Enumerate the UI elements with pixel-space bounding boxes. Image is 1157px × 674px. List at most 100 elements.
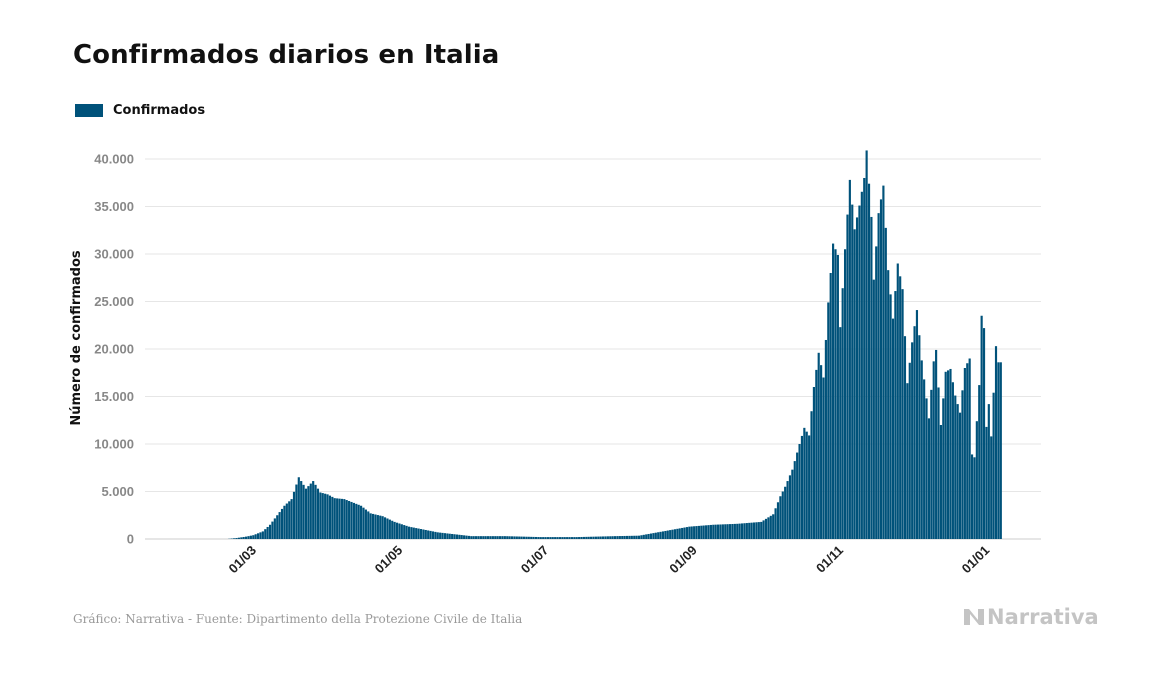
- bar: [321, 493, 324, 539]
- bar: [915, 310, 919, 539]
- bar: [664, 530, 667, 539]
- bar: [901, 289, 904, 539]
- bar: [855, 217, 859, 539]
- bar: [302, 484, 305, 539]
- bar: [463, 535, 466, 539]
- bar: [652, 533, 655, 539]
- bar: [467, 535, 470, 539]
- bar: [872, 279, 875, 539]
- bar: [551, 537, 554, 539]
- bar: [439, 532, 442, 539]
- bar: [276, 515, 279, 539]
- bar: [875, 246, 878, 539]
- y-tick-label: 40.000: [94, 152, 134, 167]
- bar: [422, 529, 425, 539]
- bar: [268, 524, 272, 539]
- logo-text: Narrativa: [987, 605, 1099, 629]
- bar: [534, 536, 538, 539]
- bar: [647, 533, 650, 539]
- bar: [348, 501, 351, 539]
- bar: [475, 536, 478, 539]
- bar: [728, 524, 732, 539]
- bar: [606, 536, 609, 539]
- bar: [448, 533, 451, 539]
- bar: [242, 536, 245, 539]
- bar: [345, 500, 348, 539]
- bar: [803, 427, 806, 539]
- legend-swatch: [75, 104, 103, 117]
- y-tick-label: 20.000: [94, 342, 134, 357]
- bar: [316, 488, 320, 539]
- bar: [987, 404, 990, 539]
- bar: [256, 533, 260, 539]
- bar: [233, 538, 236, 539]
- bar: [484, 536, 487, 539]
- bar: [613, 536, 617, 539]
- bar: [556, 537, 559, 539]
- bar: [451, 533, 454, 539]
- bar: [681, 527, 684, 539]
- bar: [848, 179, 851, 539]
- bar: [498, 536, 502, 539]
- bar: [515, 536, 518, 539]
- bar: [429, 530, 432, 539]
- bar: [717, 524, 720, 539]
- bar: [970, 454, 974, 539]
- bar: [587, 536, 590, 539]
- bar: [520, 536, 523, 539]
- bar: [350, 501, 353, 539]
- bar: [966, 363, 969, 539]
- bar: [494, 536, 497, 539]
- bar: [817, 352, 820, 539]
- bar: [949, 368, 952, 539]
- bar: [975, 421, 978, 539]
- bar: [899, 276, 902, 539]
- bar: [597, 536, 600, 539]
- bar: [973, 457, 976, 539]
- bar: [683, 527, 686, 539]
- bar: [470, 536, 473, 539]
- bar: [637, 535, 641, 539]
- y-axis-ticks: 0 5.000 10.000 15.000 20.000 25.000 30.000 35.0…: [94, 152, 134, 547]
- bar: [419, 529, 423, 539]
- bar: [599, 536, 602, 539]
- bar: [657, 532, 660, 539]
- bar: [793, 461, 796, 539]
- bar: [887, 270, 890, 539]
- bar: [585, 536, 588, 539]
- bar: [796, 452, 799, 539]
- bar: [489, 536, 492, 539]
- bar: [525, 536, 528, 539]
- bar: [642, 534, 645, 539]
- bar: [994, 346, 998, 539]
- bar: [776, 502, 780, 539]
- bar: [477, 536, 480, 539]
- y-tick-label: 30.000: [94, 247, 134, 262]
- bar: [431, 531, 435, 539]
- bar: [352, 502, 355, 539]
- bar: [280, 508, 284, 539]
- bar: [482, 536, 485, 539]
- bar: [693, 526, 696, 539]
- bar: [570, 537, 574, 539]
- bar: [566, 537, 569, 539]
- bar: [860, 191, 863, 539]
- bar: [580, 536, 583, 539]
- bar: [604, 536, 607, 539]
- bar: [388, 519, 391, 539]
- bar: [882, 185, 885, 539]
- bar: [530, 536, 533, 539]
- bar: [920, 360, 923, 539]
- bar: [360, 505, 363, 539]
- bar: [616, 536, 619, 539]
- bar: [812, 387, 815, 539]
- bar: [669, 530, 672, 539]
- bar: [719, 524, 722, 539]
- bar: [832, 243, 835, 540]
- bar: [774, 508, 777, 539]
- bar: [417, 528, 420, 539]
- bar: [791, 469, 794, 539]
- bar: [889, 294, 892, 540]
- bar: [592, 536, 595, 539]
